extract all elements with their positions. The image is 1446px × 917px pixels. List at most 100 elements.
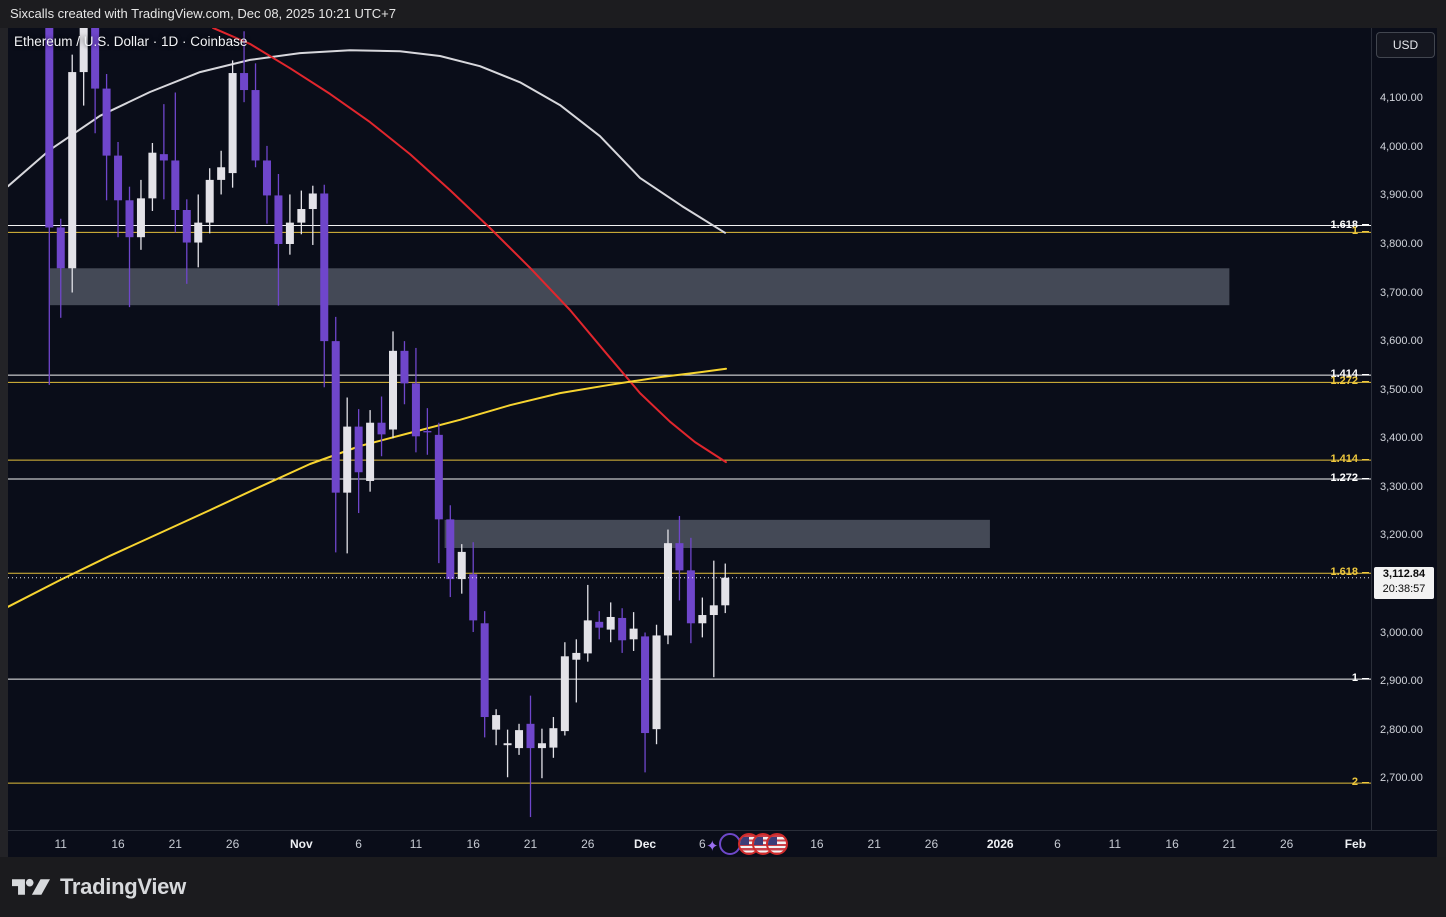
candle-body xyxy=(721,577,730,606)
candle-body xyxy=(308,193,317,210)
price-axis-label: 3,600.00 xyxy=(1380,335,1423,348)
time-axis-label: 11 xyxy=(1108,837,1122,851)
candle-body xyxy=(148,152,157,199)
attribution-text: Sixcalls created with TradingView.com, D… xyxy=(10,6,396,21)
candle-body xyxy=(274,195,283,244)
candle-body xyxy=(102,88,111,156)
candle-body xyxy=(114,155,123,201)
time-axis-label: 26 xyxy=(225,837,240,851)
candle-body xyxy=(549,728,558,748)
time-axis-label: 26 xyxy=(1279,837,1294,851)
candle-body xyxy=(595,621,604,628)
chart-pane[interactable]: Ethereum / U.S. Dollar · 1D · Coinbase 1… xyxy=(8,28,1371,855)
candle-body xyxy=(583,620,592,654)
candle-body xyxy=(629,628,638,640)
candle-body xyxy=(560,656,569,732)
currency-usd-button[interactable]: USD xyxy=(1376,32,1435,58)
candle-body xyxy=(423,430,432,433)
time-axis-label: 26 xyxy=(581,837,595,851)
symbol-title: Ethereum / U.S. Dollar · 1D · Coinbase xyxy=(14,34,248,49)
price-axis-label: 3,900.00 xyxy=(1380,189,1423,202)
time-axis-label: 21 xyxy=(168,837,182,851)
candle-body xyxy=(262,160,271,196)
price-axis-label: 3,500.00 xyxy=(1380,383,1423,396)
ma-white xyxy=(8,49,726,234)
price-axis-label: 3,300.00 xyxy=(1380,480,1423,493)
time-axis-label: 21 xyxy=(867,837,881,851)
fib-level-label: 1.618 xyxy=(1330,566,1369,578)
candle-body xyxy=(618,617,627,641)
fib-level-label: 1.618 xyxy=(1330,219,1369,231)
time-axis-label: Feb xyxy=(1344,837,1367,851)
candle-body xyxy=(171,160,180,210)
candle-body xyxy=(572,652,581,660)
candle-body xyxy=(297,209,306,223)
candle-body xyxy=(205,179,214,223)
candle-body xyxy=(68,72,77,269)
candle-body xyxy=(285,222,294,244)
price-axis[interactable]: USD 4,100.00 4,000.00 3,900.00 3,800.00 3,70… xyxy=(1371,28,1437,857)
time-axis-label: 26 xyxy=(924,837,939,851)
price-axis-label: 3,400.00 xyxy=(1380,432,1423,445)
candle-body xyxy=(400,350,409,384)
candle-body xyxy=(457,551,466,580)
supply-zone[interactable] xyxy=(49,268,1230,306)
candle-body xyxy=(446,519,455,580)
tradingview-logo[interactable]: TradingView xyxy=(12,874,186,900)
candle-body xyxy=(217,167,226,180)
supply-zone[interactable] xyxy=(444,519,990,549)
time-axis-label: 21 xyxy=(523,837,538,851)
price-axis-label: 2,700.00 xyxy=(1380,772,1423,785)
time-axis-label: 21 xyxy=(1222,837,1237,851)
candle-body xyxy=(320,193,329,342)
ma-yellow xyxy=(8,367,727,608)
sparkle-icon: ✦ xyxy=(706,838,719,855)
candle-body xyxy=(641,636,650,734)
candle-body xyxy=(159,154,168,161)
time-axis-label: Dec xyxy=(634,837,657,851)
fib-level-label: 1.414 xyxy=(1330,368,1369,380)
price-axis-label: 4,000.00 xyxy=(1380,140,1423,153)
candlestick-chart[interactable] xyxy=(8,28,1371,830)
fib-level-label: 2 xyxy=(1352,776,1369,788)
current-price-label: 3,112.84 20:38:57 xyxy=(1374,567,1434,599)
candle-body xyxy=(709,605,718,616)
bar-countdown: 20:38:57 xyxy=(1382,583,1426,595)
candle-body xyxy=(354,426,363,473)
fib-level-label: 1 xyxy=(1352,225,1369,237)
price-axis-label: 3,800.00 xyxy=(1380,237,1423,250)
candle-body xyxy=(228,73,237,174)
candle-body xyxy=(469,574,478,621)
candle-body xyxy=(377,422,386,435)
left-margin xyxy=(0,28,8,857)
candle-body xyxy=(537,743,546,749)
candle-body xyxy=(652,635,661,730)
time-axis-label: 6 xyxy=(355,837,362,851)
candle-body xyxy=(366,422,375,481)
price-axis-label: 2,900.00 xyxy=(1380,675,1423,688)
price-axis-label: 3,700.00 xyxy=(1380,286,1423,299)
time-axis-label: 16 xyxy=(111,837,125,851)
price-axis-label: 4,100.00 xyxy=(1380,92,1423,105)
time-axis-label: 16 xyxy=(1165,837,1179,851)
candle-body xyxy=(606,616,615,630)
time-axis-label: 2026 xyxy=(986,837,1014,851)
candle-body xyxy=(389,350,398,430)
candle-body xyxy=(125,200,134,238)
ma-red xyxy=(212,28,727,464)
right-margin xyxy=(1437,28,1446,857)
candle-body xyxy=(91,28,100,89)
us-flag-event-icon[interactable] xyxy=(766,833,788,855)
candle-body xyxy=(136,198,145,238)
time-axis-label: 6 xyxy=(699,837,706,851)
time-axis-label: 16 xyxy=(466,837,480,851)
candle-body xyxy=(698,615,707,624)
time-axis-label: Nov xyxy=(290,837,313,851)
price-axis-label: 2,800.00 xyxy=(1380,723,1423,736)
candle-body xyxy=(45,28,54,228)
candle-body xyxy=(411,383,420,437)
candle-body xyxy=(56,227,65,269)
footer-bar: TradingView xyxy=(0,857,1446,917)
candle-body xyxy=(526,723,535,749)
